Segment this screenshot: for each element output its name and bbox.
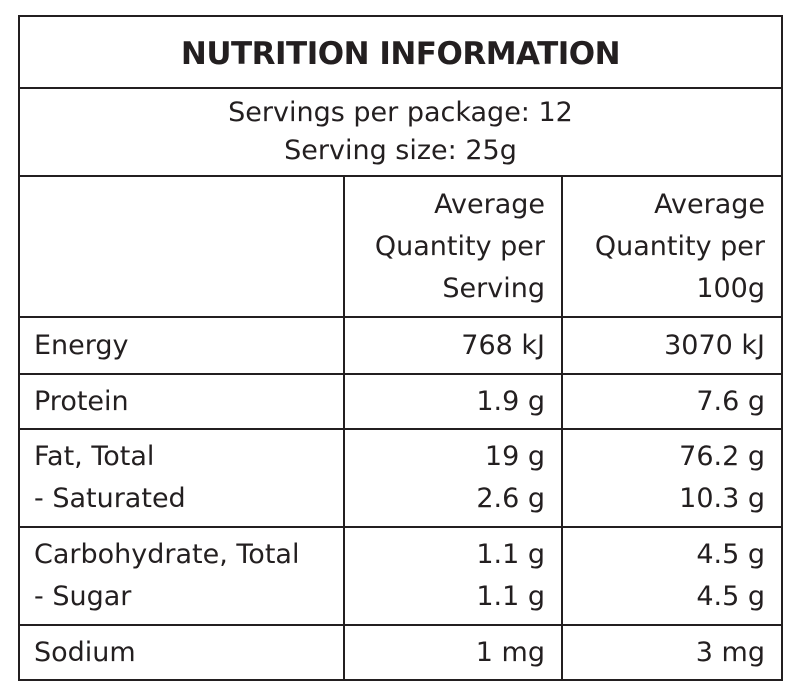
nutrient-label: Energy — [20, 317, 344, 375]
per-100g-value-line: 76.2 g — [679, 441, 765, 472]
table-header-row: Average Quantity per Serving Average Qua… — [20, 177, 781, 318]
nutrient-label-line: Protein — [34, 386, 129, 417]
table-row: Protein 1.9 g 7.6 g — [20, 374, 781, 430]
per-100g-value-line: 4.5 g — [696, 581, 765, 612]
per-serving-value: 1.1 g 1.1 g — [343, 527, 562, 626]
header-per-100g-line: 100g — [696, 272, 765, 304]
per-serving-value: 1 mg — [343, 625, 562, 679]
per-serving-value-line: 1.1 g — [476, 581, 545, 612]
per-serving-value: 768 kJ — [343, 317, 562, 375]
nutrient-label-line: Sodium — [34, 637, 136, 668]
per-100g-value-line: 4.5 g — [696, 539, 765, 570]
per-serving-value-line: 19 g — [484, 441, 545, 472]
servings-block: Servings per package: 12 Serving size: 2… — [20, 89, 781, 177]
table-row: Sodium 1 mg 3 mg — [20, 625, 781, 679]
panel-title: NUTRITION INFORMATION — [20, 17, 781, 89]
header-per-100g-line: Quantity per — [594, 230, 765, 262]
nutrient-sublabel-line: - Sugar — [34, 581, 132, 612]
header-label-cell — [20, 177, 344, 318]
nutrient-label: Sodium — [20, 625, 344, 679]
per-100g-value-line: 7.6 g — [696, 386, 765, 417]
nutrition-panel: NUTRITION INFORMATION Servings per packa… — [18, 15, 783, 681]
per-100g-value: 3 mg — [561, 625, 781, 679]
per-100g-value-line: 3 mg — [695, 637, 765, 668]
per-100g-value: 7.6 g — [561, 374, 781, 430]
per-100g-value-line: 10.3 g — [679, 483, 765, 514]
per-serving-value-line: 1.1 g — [476, 539, 545, 570]
nutrient-label: Protein — [20, 374, 344, 430]
nutrition-table: Average Quantity per Serving Average Qua… — [20, 177, 781, 679]
nutrient-label-line: Carbohydrate, Total — [34, 539, 300, 570]
per-serving-value: 19 g 2.6 g — [343, 429, 562, 528]
header-per-100g-line: Average — [654, 188, 765, 220]
serving-size: Serving size: 25g — [284, 135, 517, 166]
header-per-serving-line: Average — [434, 188, 545, 220]
table-row: Carbohydrate, Total - Sugar 1.1 g 1.1 g … — [20, 527, 781, 626]
nutrient-label: Carbohydrate, Total - Sugar — [20, 527, 344, 626]
per-100g-value: 4.5 g 4.5 g — [561, 527, 781, 626]
per-100g-value: 3070 kJ — [561, 317, 781, 375]
table-row: Fat, Total - Saturated 19 g 2.6 g 76.2 g… — [20, 429, 781, 528]
per-serving-value-line: 768 kJ — [461, 330, 545, 361]
nutrient-label-line: Energy — [34, 330, 129, 361]
per-serving-value-line: 2.6 g — [476, 483, 545, 514]
servings-per-package: Servings per package: 12 — [228, 97, 573, 128]
header-per-serving-line: Serving — [442, 272, 545, 304]
nutrient-label-line: Fat, Total — [34, 441, 155, 472]
per-100g-value-line: 3070 kJ — [664, 330, 765, 361]
nutrient-label: Fat, Total - Saturated — [20, 429, 344, 528]
per-serving-value: 1.9 g — [343, 374, 562, 430]
per-100g-value: 76.2 g 10.3 g — [561, 429, 781, 528]
table-row: Energy 768 kJ 3070 kJ — [20, 317, 781, 375]
header-per-serving-line: Quantity per — [374, 230, 545, 262]
nutrient-sublabel-line: - Saturated — [34, 483, 186, 514]
header-per-serving: Average Quantity per Serving — [343, 177, 562, 318]
header-per-100g: Average Quantity per 100g — [561, 177, 781, 318]
per-serving-value-line: 1.9 g — [476, 386, 545, 417]
per-serving-value-line: 1 mg — [475, 637, 545, 668]
